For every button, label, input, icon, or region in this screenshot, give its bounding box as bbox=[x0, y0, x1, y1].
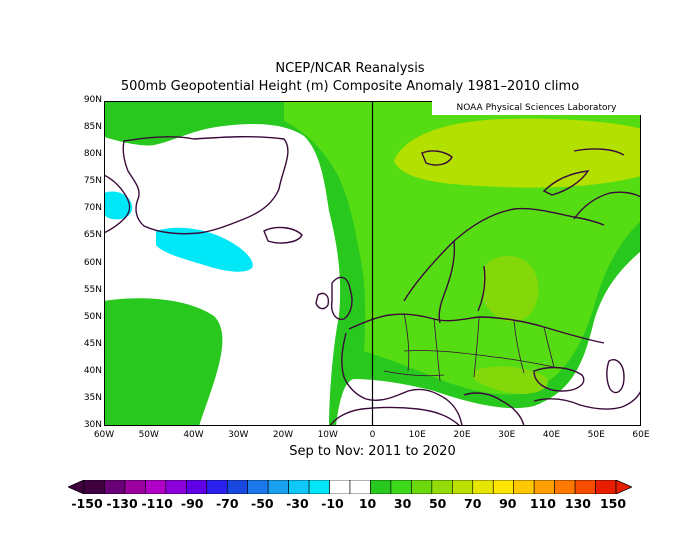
colorbar-swatch bbox=[513, 480, 535, 494]
lon-tick-label: 40W bbox=[183, 430, 204, 440]
colorbar-swatch bbox=[267, 480, 289, 494]
country-borders bbox=[383, 312, 555, 382]
chart-title: NCEP/NCAR Reanalysis bbox=[275, 61, 425, 76]
lon-tick-label: 60W bbox=[93, 430, 115, 440]
colorbar-swatch bbox=[595, 480, 617, 494]
map-frame bbox=[104, 101, 641, 426]
anomaly-map bbox=[104, 101, 641, 426]
colorbar-tick-label: 10 bbox=[358, 496, 377, 511]
colorbar-tick-label: 150 bbox=[599, 496, 627, 511]
lat-tick-label: 60N bbox=[83, 257, 102, 268]
lat-tick-label: 90N bbox=[83, 95, 102, 105]
coastline-north-africa bbox=[329, 406, 461, 426]
lon-tick-label: 30W bbox=[228, 430, 249, 440]
colorbar-swatch bbox=[165, 480, 187, 494]
colorbar-swatch bbox=[349, 480, 371, 494]
lat-tick-label: 40N bbox=[83, 365, 102, 376]
colorbar-swatch bbox=[329, 480, 351, 494]
coastline-baffin bbox=[104, 174, 131, 234]
colorbar-swatch bbox=[145, 480, 167, 494]
colorbar-swatch bbox=[411, 480, 433, 494]
anomaly-region-50-70-north bbox=[394, 118, 641, 188]
lat-tick-label: 35N bbox=[83, 392, 102, 403]
coastline-siberia bbox=[573, 191, 641, 220]
lon-tick-label: 0 bbox=[369, 430, 376, 440]
colorbar-swatch bbox=[574, 480, 596, 494]
coastline-iceland bbox=[263, 226, 303, 244]
lat-tick-label: 55N bbox=[83, 284, 102, 295]
colorbar-tick-label: 50 bbox=[428, 496, 447, 511]
colorbar-swatch bbox=[247, 480, 269, 494]
lat-tick-label: 85N bbox=[83, 122, 102, 133]
colorbar-tick-label: -70 bbox=[215, 496, 239, 511]
anomaly-region-south-west bbox=[104, 298, 223, 426]
anomaly-region-50-70-scandinavia bbox=[482, 255, 539, 322]
colorbar-tick-label: 30 bbox=[393, 496, 412, 511]
colorbar-tick-label: 130 bbox=[564, 496, 591, 511]
colorbar-swatch bbox=[83, 480, 105, 494]
coastline-black-sea bbox=[533, 366, 585, 392]
lon-tick-label: 20W bbox=[272, 430, 294, 440]
lon-tick-label: 50W bbox=[138, 430, 159, 440]
colorbar-swatch bbox=[308, 480, 330, 494]
lat-tick-label: 70N bbox=[83, 203, 102, 214]
colorbar-arrow-right bbox=[615, 480, 632, 494]
anomaly-region-neg-greenland-south bbox=[156, 227, 253, 272]
date-range-label: Sep to Nov: 2011 to 2020 bbox=[289, 444, 456, 459]
coastlines bbox=[104, 135, 641, 426]
credit-label: NOAA Physical Sciences Laboratory bbox=[432, 101, 641, 115]
lon-tick-label: 10E bbox=[408, 430, 426, 440]
colorbar-tick-label: -150 bbox=[71, 496, 103, 511]
coastline-scandinavia bbox=[403, 207, 605, 324]
colorbar-swatch bbox=[452, 480, 474, 494]
lon-tick-label: 40E bbox=[542, 430, 561, 440]
coastline-svalbard bbox=[421, 150, 453, 166]
coastline-novaya-zemlya bbox=[542, 170, 590, 196]
colorbar-tick-label: 110 bbox=[529, 496, 556, 511]
lat-tick-label: 80N bbox=[83, 149, 102, 160]
coastline-europe bbox=[341, 313, 641, 426]
colorbar-tick-label: 70 bbox=[464, 496, 482, 511]
colorbar-swatch bbox=[533, 480, 555, 494]
colorbar-tick-label: 90 bbox=[499, 496, 517, 511]
lat-tick-label: 30N bbox=[83, 420, 102, 430]
colorbar-swatch bbox=[492, 480, 514, 494]
lat-tick-label: 50N bbox=[83, 311, 102, 322]
anomaly-region-neg-greenland-west bbox=[104, 191, 133, 220]
lon-tick-label: 10W bbox=[317, 430, 338, 440]
colorbar-tick-label: -130 bbox=[106, 496, 138, 511]
coastline-arctic-islands bbox=[573, 148, 625, 156]
lon-tick-label: 60E bbox=[632, 430, 650, 440]
coastline-caspian bbox=[606, 359, 625, 394]
lon-tick-label: 20E bbox=[453, 430, 471, 440]
chart-subtitle: 500mb Geopotential Height (m) Composite … bbox=[120, 79, 580, 94]
colorbar-swatch bbox=[104, 480, 126, 494]
colorbar-swatch bbox=[390, 480, 412, 494]
coastline-ireland bbox=[315, 292, 330, 310]
lon-tick-label: 50E bbox=[587, 430, 605, 440]
colorbar-swatch bbox=[288, 480, 310, 494]
anomaly-region-50-70-mediterranean bbox=[474, 366, 548, 394]
colorbar-swatch bbox=[206, 480, 228, 494]
colorbar-swatch bbox=[226, 480, 248, 494]
lat-tick-label: 75N bbox=[83, 176, 102, 187]
colorbar-tick-label: -90 bbox=[180, 496, 204, 511]
lat-tick-label: 65N bbox=[83, 230, 102, 241]
colorbar-tick-label: -10 bbox=[321, 496, 344, 511]
colorbar-swatch bbox=[124, 480, 146, 494]
colorbar-arrow-left bbox=[68, 480, 85, 494]
colorbar-tick-label: -110 bbox=[141, 496, 173, 511]
lon-tick-label: 30E bbox=[498, 430, 516, 440]
coastline-greenland bbox=[122, 135, 289, 235]
colorbar-swatch bbox=[186, 480, 208, 494]
lat-tick-label: 45N bbox=[83, 338, 102, 349]
colorbar-swatch bbox=[472, 480, 494, 494]
colorbar-swatch bbox=[431, 480, 453, 494]
colorbar-swatch bbox=[370, 480, 392, 494]
colorbar-swatch bbox=[554, 480, 576, 494]
colorbar-tick-label: -30 bbox=[286, 496, 309, 511]
coastline-britain bbox=[330, 276, 353, 320]
colorbar bbox=[68, 480, 632, 494]
colorbar-tick-label: -50 bbox=[251, 496, 274, 511]
